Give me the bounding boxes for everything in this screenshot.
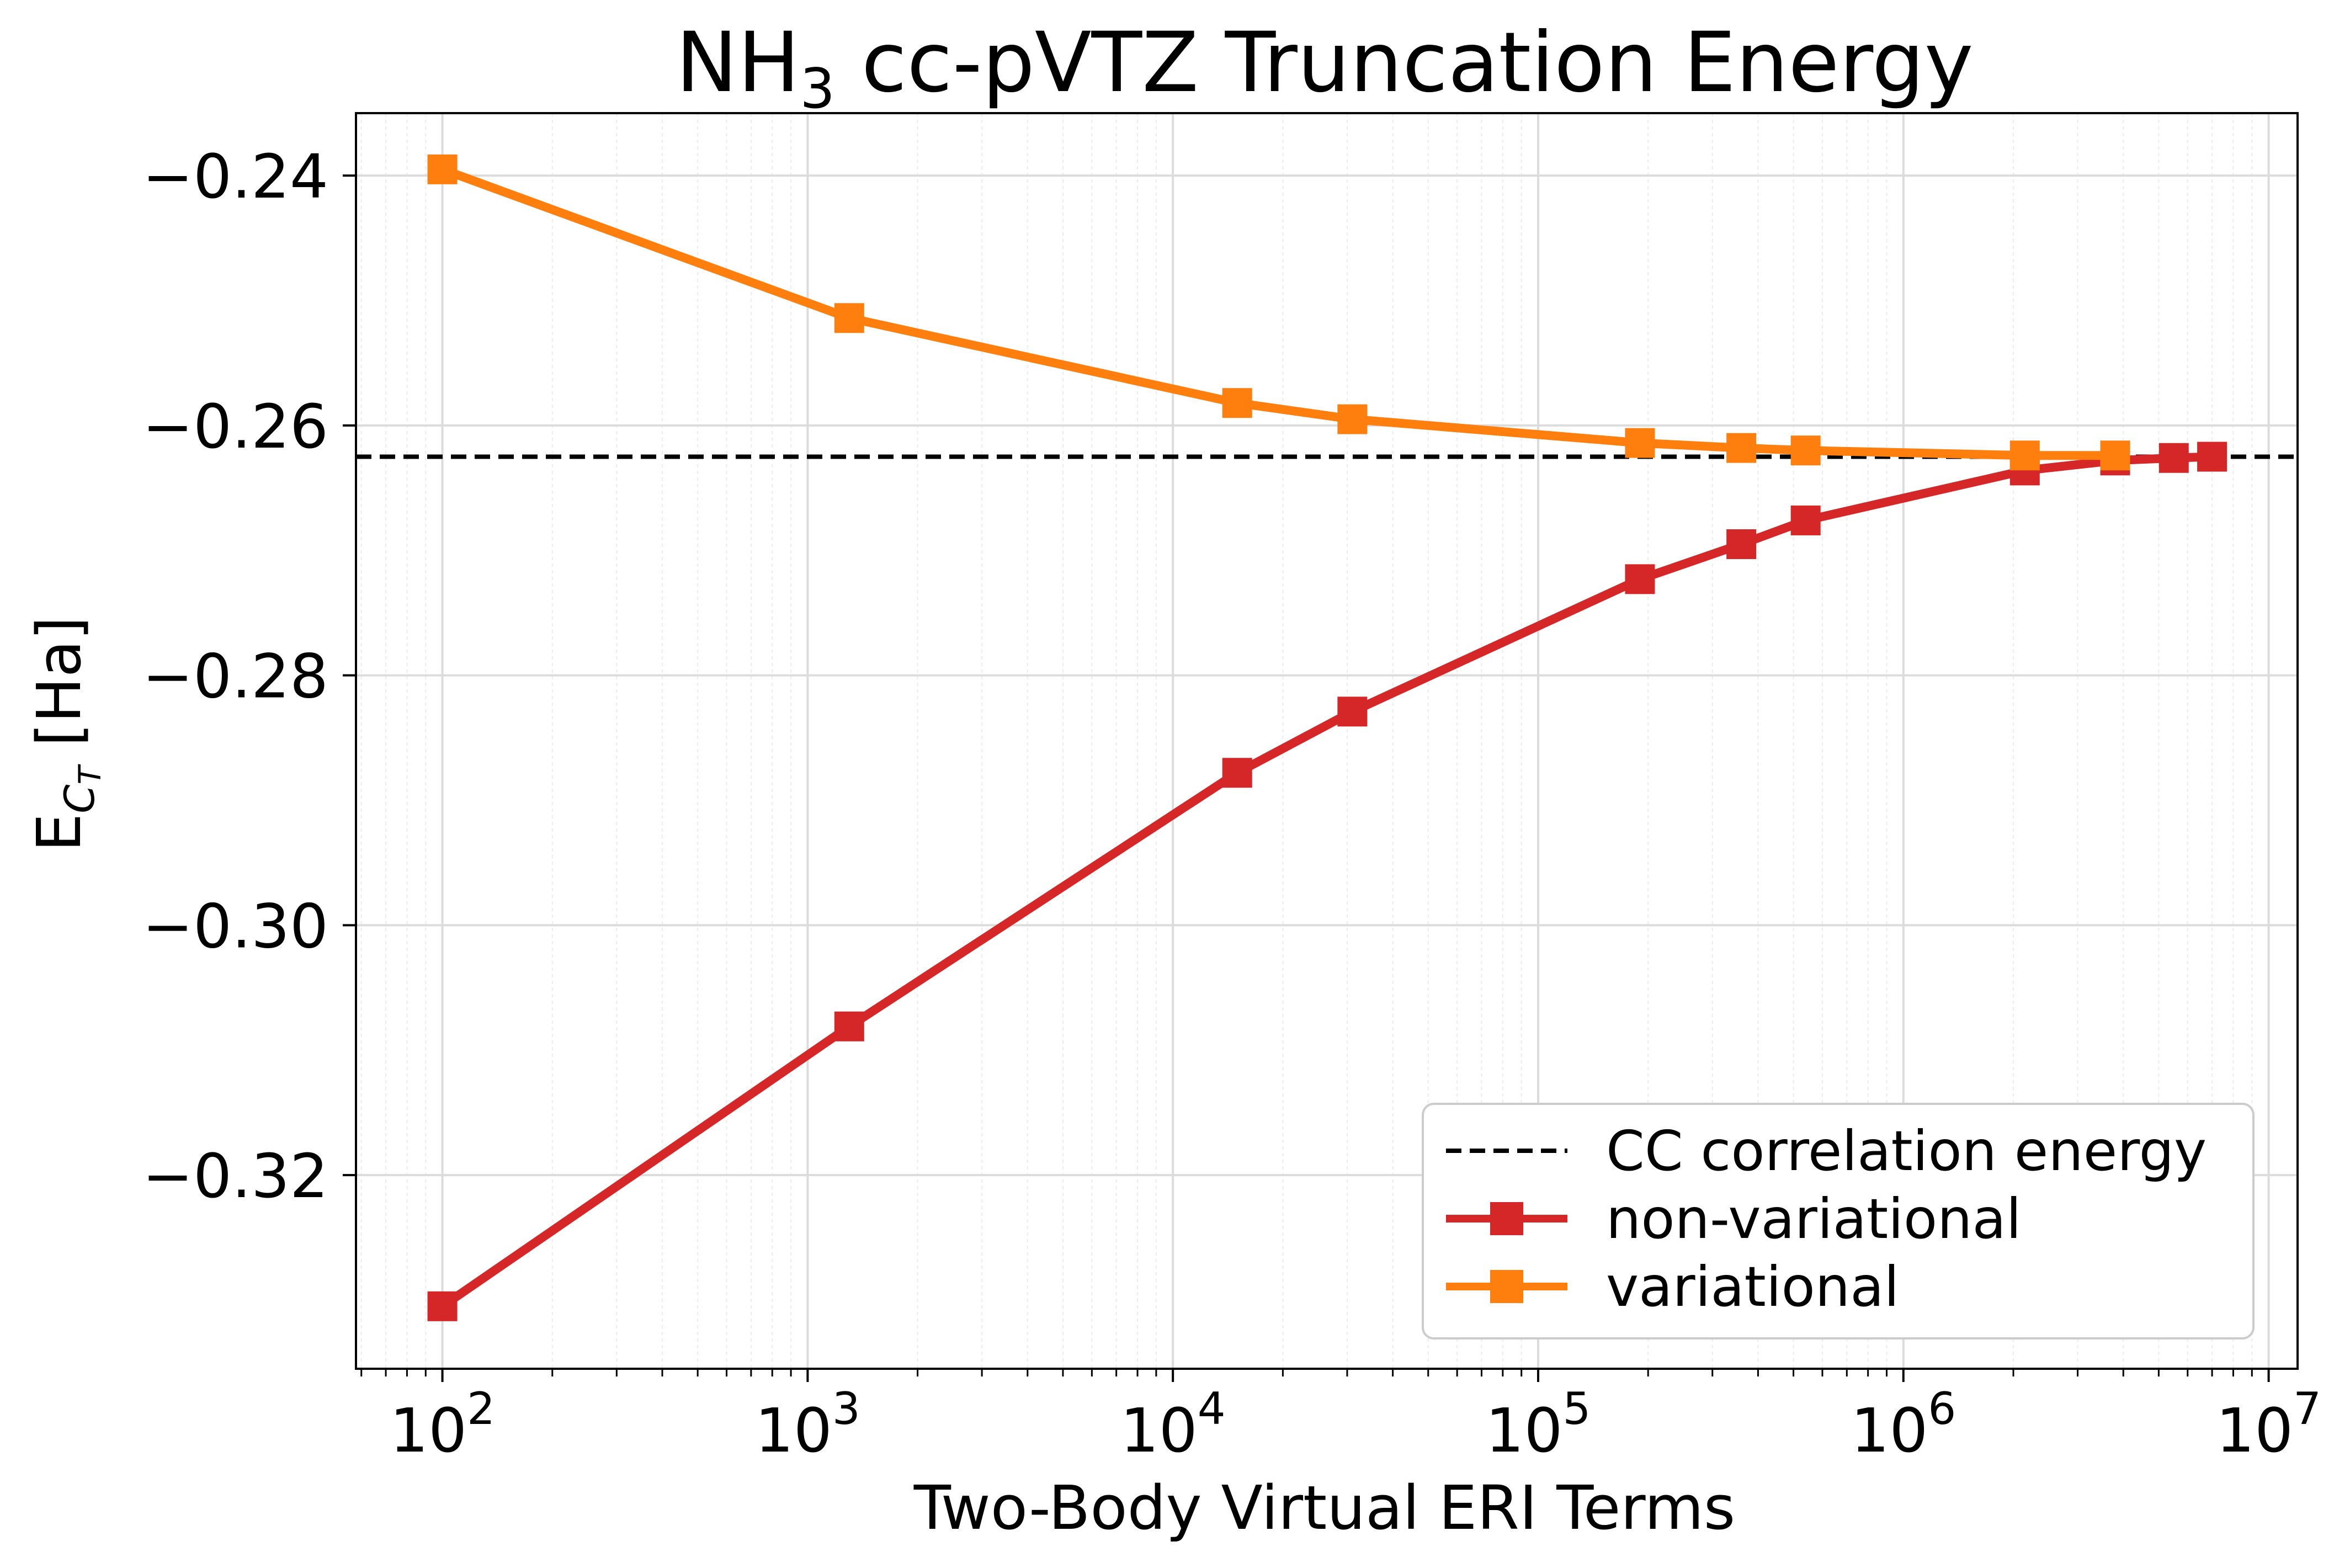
y-axis-label: ECT [Ha] — [24, 616, 108, 852]
data-point-non-variational — [427, 1291, 458, 1321]
title-suffix: cc-pVTZ Truncation Energy — [835, 15, 1974, 111]
data-point-non-variational — [1337, 697, 1368, 727]
x-tick-base: 10 — [2216, 1395, 2293, 1466]
legend: CC correlation energy non-variational va… — [1422, 1103, 2255, 1340]
x-tick-base: 10 — [1851, 1395, 1928, 1466]
x-tick-label: 105 — [1486, 1383, 1591, 1466]
x-tick-label: 103 — [755, 1383, 860, 1466]
y-tick-label: −0.32 — [142, 1141, 328, 1211]
legend-label-non-variational: non-variational — [1606, 1187, 2022, 1251]
legend-marker-non-variational — [1490, 1202, 1523, 1235]
data-point-non-variational — [2197, 442, 2227, 472]
x-tick-base: 10 — [390, 1395, 467, 1466]
legend-marker-variational — [1490, 1270, 1523, 1303]
data-point-non-variational — [1625, 564, 1655, 594]
x-tick-exponent: 2 — [467, 1383, 495, 1434]
x-tick-exponent: 7 — [2293, 1383, 2321, 1434]
data-point-non-variational — [834, 1011, 864, 1041]
y-label-base: E — [24, 814, 94, 852]
y-label-suffix: [Ha] — [24, 616, 94, 766]
data-point-variational — [1625, 428, 1655, 458]
data-point-variational — [1222, 388, 1252, 418]
x-tick-base: 10 — [755, 1395, 832, 1466]
x-tick-base: 10 — [1486, 1395, 1563, 1466]
legend-label-variational: variational — [1606, 1255, 1899, 1319]
x-tick-label: 107 — [2216, 1383, 2321, 1466]
data-point-non-variational — [1790, 505, 1821, 535]
y-label-subsub: T — [72, 763, 108, 784]
x-tick-exponent: 5 — [1563, 1383, 1591, 1434]
data-point-variational — [2009, 440, 2040, 471]
title-subscript: 3 — [800, 56, 835, 121]
x-tick-exponent: 6 — [1928, 1383, 1956, 1434]
chart-title: NH3 cc-pVTZ Truncation Energy — [676, 15, 1973, 121]
x-tick-label: 104 — [1120, 1383, 1226, 1466]
data-point-non-variational — [1222, 758, 1252, 788]
data-point-variational — [1726, 433, 1757, 463]
data-point-variational — [1790, 435, 1821, 466]
x-tick-exponent: 3 — [832, 1383, 860, 1434]
plot-frame — [355, 112, 2299, 1370]
data-point-variational — [2100, 440, 2130, 471]
x-tick-base: 10 — [1120, 1395, 1198, 1466]
data-point-non-variational — [2158, 443, 2189, 473]
data-point-non-variational — [1726, 529, 1757, 559]
data-point-variational — [834, 303, 864, 333]
x-axis-label: Two-Body Virtual ERI Terms — [913, 1473, 1735, 1543]
legend-label-reference: CC correlation energy — [1606, 1119, 2207, 1183]
legend-box — [1422, 1103, 2255, 1340]
data-point-variational — [427, 154, 458, 184]
y-tick-label: −0.28 — [142, 641, 328, 712]
y-tick-label: −0.24 — [142, 141, 328, 212]
y-label-sub: C — [55, 784, 104, 814]
x-tick-exponent: 4 — [1198, 1383, 1226, 1434]
y-tick-label: −0.26 — [142, 391, 328, 462]
title-prefix: NH — [676, 15, 800, 111]
y-tick-label: −0.30 — [142, 891, 328, 961]
x-tick-label: 106 — [1851, 1383, 1956, 1466]
data-point-variational — [1337, 404, 1368, 434]
x-tick-label: 102 — [390, 1383, 495, 1466]
